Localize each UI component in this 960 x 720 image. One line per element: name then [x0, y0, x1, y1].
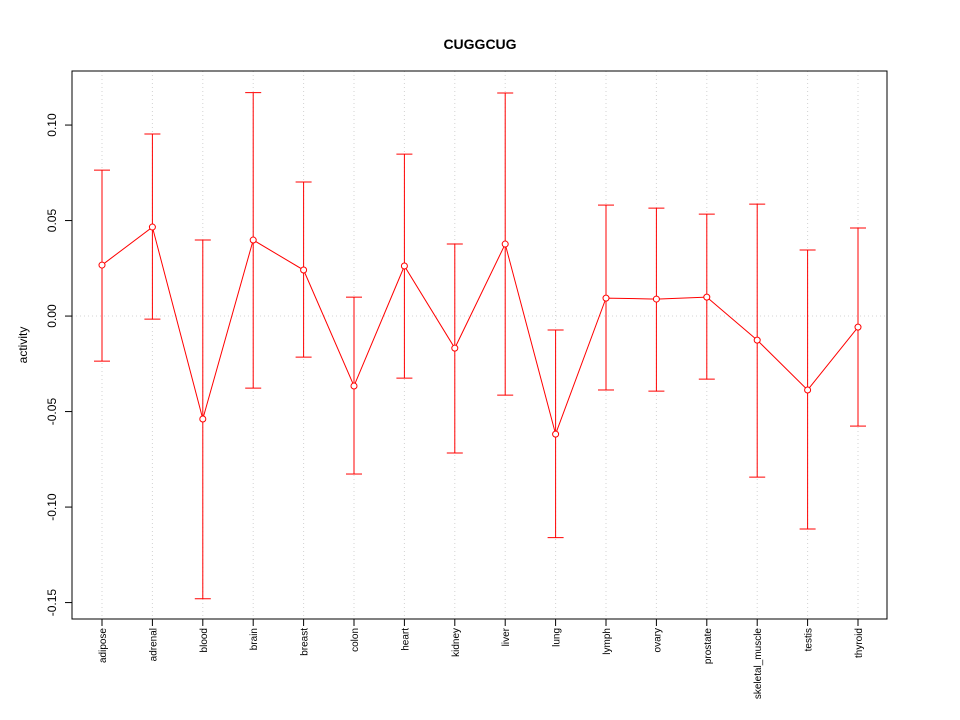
x-tick-label: kidney	[451, 628, 462, 657]
data-point	[602, 294, 610, 302]
data-point	[552, 430, 560, 438]
data-point	[854, 323, 862, 331]
x-tick-label: prostate	[703, 628, 714, 665]
data-point	[98, 261, 106, 269]
y-tick-label: 0.05	[45, 209, 59, 233]
data-point	[753, 336, 761, 344]
plot-frame	[71, 70, 888, 620]
x-tick-label: adrenal	[148, 628, 159, 661]
x-tick-label: testis	[804, 628, 815, 651]
x-tick-label: breast	[300, 628, 311, 656]
x-tick-label: adipose	[98, 628, 109, 663]
data-point	[148, 223, 156, 231]
y-tick-label: -0.15	[45, 589, 59, 617]
y-tick-label: 0.00	[45, 304, 59, 328]
x-tick-label: brain	[249, 628, 260, 650]
y-axis-label: activity	[16, 327, 30, 364]
series-polyline	[101, 226, 859, 436]
data-point	[400, 262, 408, 270]
y-tick-label: -0.05	[45, 398, 59, 426]
x-tick-label: skeletal_muscle	[753, 628, 764, 700]
data-point	[451, 344, 459, 352]
data-point	[804, 386, 812, 394]
x-tick-label: ovary	[652, 628, 663, 652]
y-axis: -0.15 -0.10 -0.05 0.00 0.05 0.10	[45, 113, 72, 616]
x-tick-label: blood	[199, 628, 210, 652]
x-axis: adipose adrenal blood brain breast colon heart…	[98, 619, 865, 699]
x-tick-label: lung	[552, 628, 563, 647]
data-point	[652, 295, 660, 303]
x-tick-label: heart	[400, 628, 411, 651]
data-point	[199, 415, 207, 423]
y-tick-label: -0.10	[45, 493, 59, 521]
chart-title: CUGGCUG	[443, 36, 516, 52]
series-line	[98, 223, 862, 438]
data-point	[249, 236, 257, 244]
data-point	[300, 266, 308, 274]
x-tick-label: colon	[350, 628, 361, 652]
x-tick-label: liver	[501, 627, 512, 646]
x-tick-label: lymph	[602, 628, 613, 655]
data-point	[703, 293, 711, 301]
y-tick-label: 0.10	[45, 113, 59, 137]
x-tick-label: thyroid	[854, 628, 865, 658]
data-point	[350, 382, 358, 390]
data-point	[501, 240, 509, 248]
